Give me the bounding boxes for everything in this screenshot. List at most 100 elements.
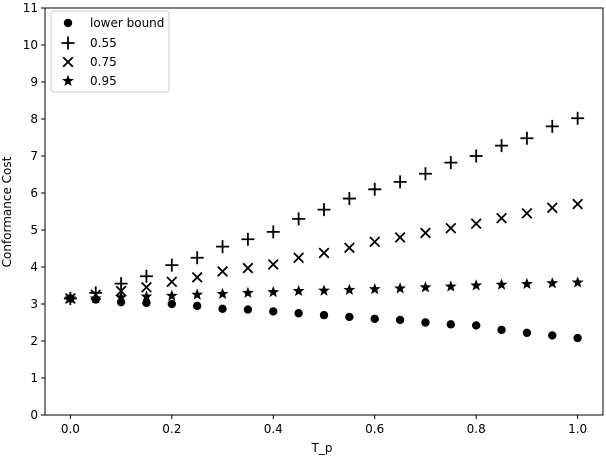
data-point-circle: [192, 301, 202, 311]
legend-marker-plus: [61, 36, 75, 50]
data-point-x: [318, 247, 330, 259]
y-tick-label: 8: [30, 112, 38, 126]
data-point-star: [165, 289, 178, 301]
data-point-star: [89, 292, 102, 304]
data-point-circle: [345, 312, 354, 322]
data-point-circle: [395, 315, 405, 325]
legend-label-0-75: 0.75: [90, 55, 117, 69]
data-point-plus: [469, 149, 483, 163]
y-tick-label: 2: [30, 334, 38, 348]
data-point-star: [318, 284, 330, 296]
x-tick-label: 0.4: [264, 422, 283, 436]
data-point-plus: [545, 119, 559, 133]
data-point-star: [470, 279, 483, 291]
data-point-plus: [114, 277, 128, 291]
data-point-circle: [471, 321, 481, 330]
data-point-star: [140, 290, 153, 302]
x-tick-label: 1.0: [568, 422, 587, 436]
data-point-x: [546, 202, 558, 214]
data-point-star: [343, 283, 356, 295]
data-point-circle: [522, 328, 532, 338]
data-point-star: [495, 278, 508, 290]
x-axis-label: T_p: [311, 441, 333, 455]
data-point-star: [216, 287, 229, 300]
data-point-plus: [190, 251, 204, 265]
data-point-circle: [573, 333, 582, 343]
data-point-x: [420, 227, 431, 239]
data-point-star: [242, 286, 254, 298]
y-tick-label: 11: [23, 1, 38, 15]
data-point-x: [141, 281, 152, 293]
data-point-circle: [548, 331, 557, 340]
data-point-star: [292, 284, 305, 297]
legend-label-0-95: 0.95: [90, 74, 117, 88]
y-tick-label: 0: [30, 408, 38, 422]
data-point-circle: [421, 318, 430, 327]
y-axis: 0 1 2 3 4 5 6 7 8 9 10 11: [23, 1, 45, 422]
data-point-star: [419, 281, 432, 293]
x-tick-label: 0.0: [61, 422, 80, 436]
data-point-star: [546, 277, 559, 289]
data-point-plus: [216, 240, 230, 254]
data-point-circle: [446, 320, 456, 329]
data-point-plus: [165, 258, 179, 272]
x-tick-label: 0.8: [467, 422, 486, 436]
x-tick-label: 0.2: [162, 422, 181, 436]
legend-label-lower-bound: lower bound: [90, 16, 164, 30]
data-point-star: [191, 288, 204, 300]
data-point-x: [166, 276, 178, 288]
data-point-circle: [142, 298, 151, 308]
data-point-plus: [241, 232, 255, 246]
y-tick-label: 7: [30, 149, 38, 163]
y-axis-label: Conformance Cost: [0, 156, 14, 267]
data-point-star: [267, 285, 280, 298]
data-point-x: [445, 222, 457, 234]
x-axis: 0.0 0.2 0.4 0.6 0.8 1.0: [61, 415, 587, 436]
data-point-x: [242, 262, 254, 274]
legend: lower bound 0.55 0.75 0.95: [50, 10, 170, 93]
data-point-plus: [393, 175, 407, 189]
data-point-plus: [571, 111, 585, 125]
data-point-star: [571, 276, 584, 288]
data-point-plus: [418, 167, 432, 181]
data-point-x: [293, 252, 305, 264]
data-point-plus: [368, 182, 382, 196]
data-point-x: [343, 242, 355, 254]
data-point-circle: [269, 307, 278, 316]
data-point-plus: [520, 131, 534, 145]
data-point-x: [191, 271, 203, 283]
y-tick-label: 5: [30, 223, 38, 237]
data-point-x: [115, 285, 127, 297]
data-point-plus: [266, 225, 280, 239]
data-point-plus: [342, 192, 356, 206]
data-point-star: [368, 283, 381, 295]
data-point-x: [521, 207, 533, 219]
data-point-circle: [294, 309, 303, 318]
data-point-circle: [218, 304, 227, 314]
data-point-circle: [319, 310, 329, 320]
legend-marker-star: [62, 74, 74, 87]
data-point-plus: [495, 139, 509, 153]
data-point-x: [470, 218, 482, 230]
y-tick-label: 10: [23, 38, 38, 52]
y-tick-label: 4: [30, 260, 38, 274]
legend-marker-x: [62, 56, 74, 68]
data-point-x: [369, 236, 381, 248]
data-point-circle: [167, 299, 177, 309]
data-point-circle: [370, 314, 379, 323]
y-tick-label: 3: [30, 297, 38, 311]
data-point-plus: [292, 212, 306, 226]
legend-marker-circle: [63, 18, 73, 28]
data-point-star: [521, 277, 533, 290]
data-point-x: [496, 212, 507, 224]
data-point-plus: [444, 156, 458, 170]
x-tick-label: 0.6: [365, 422, 384, 436]
data-point-star: [64, 292, 77, 304]
data-point-star: [444, 280, 457, 292]
data-point-x: [217, 266, 228, 277]
data-markers: [63, 111, 585, 343]
data-point-x: [572, 198, 584, 210]
legend-box: [50, 10, 170, 93]
legend-label-0-55: 0.55: [90, 36, 117, 50]
data-point-star: [115, 291, 127, 303]
